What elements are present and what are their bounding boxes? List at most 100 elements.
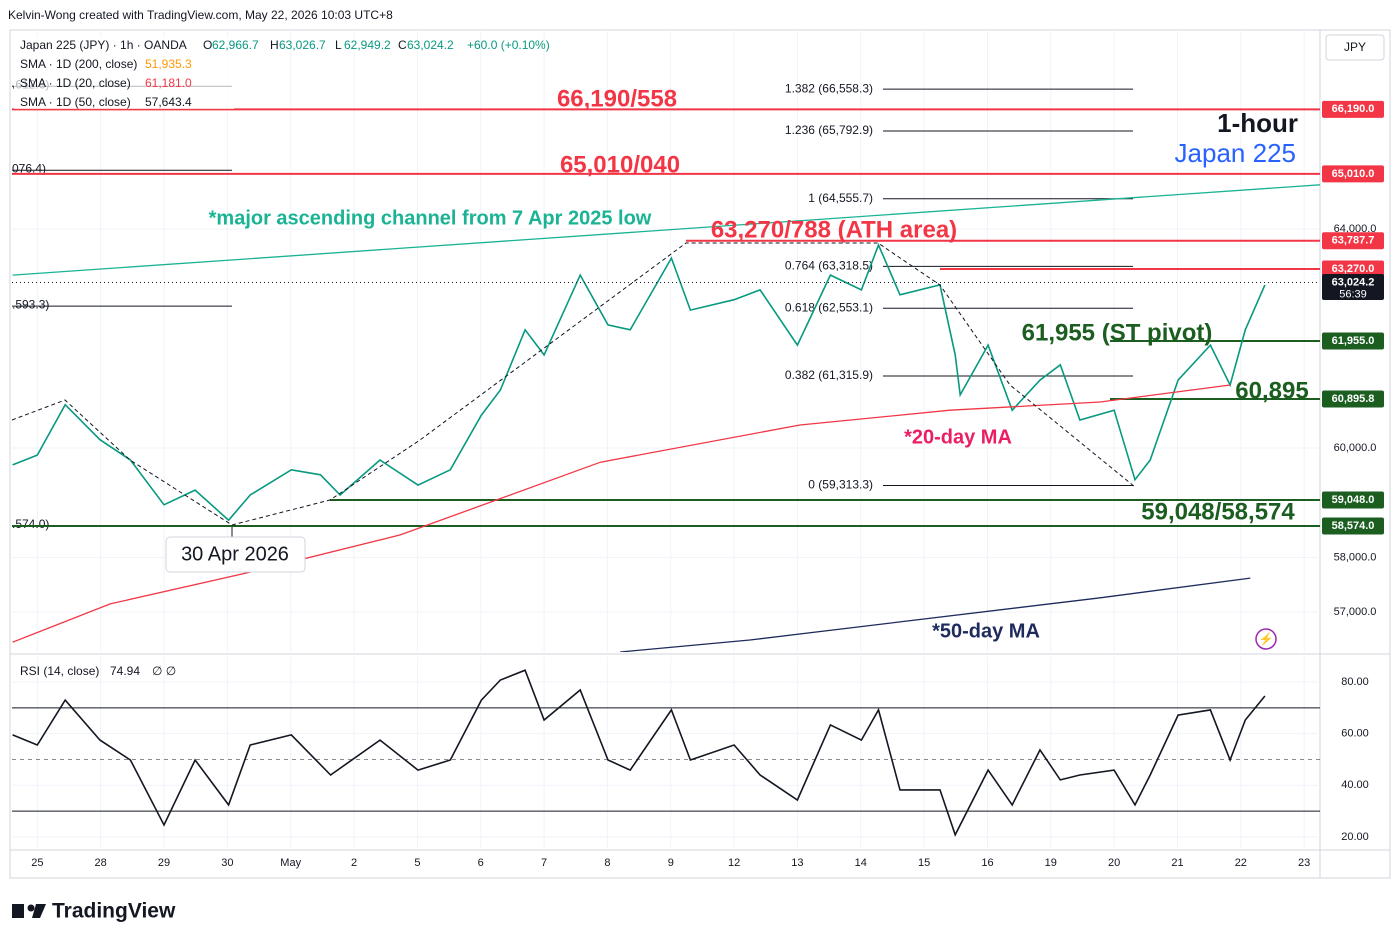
x-tick-label: 30 (221, 857, 233, 869)
price-tag (1322, 100, 1384, 118)
credit: Kelvin-Wong created with TradingView.com… (8, 8, 393, 22)
annotation: *50-day MA (932, 620, 1040, 642)
ohlc-key: H (270, 38, 279, 52)
sma-value: 51,935.3 (145, 57, 192, 71)
currency: JPY (1344, 40, 1366, 54)
sma-value: 61,181.0 (145, 76, 192, 90)
x-tick-label: 2 (351, 857, 357, 869)
ohlc-value: 63,024.2 (407, 38, 454, 52)
price-tag (1322, 165, 1384, 183)
legend-change: +60.0 (+0.10%) (467, 38, 550, 52)
annotation: 60,895 (1235, 377, 1308, 404)
x-tick-label: May (280, 857, 301, 869)
x-tick-label: 21 (1171, 857, 1183, 869)
x-tick-label: 29 (158, 857, 170, 869)
x-tick-label: 25 (31, 857, 43, 869)
zigzag-line (11, 242, 1136, 526)
ohlc-value: 62,949.2 (344, 38, 391, 52)
fib-label: 076.4) (12, 161, 46, 175)
sma-name: SMA · 1D (50, close) (20, 95, 131, 109)
y-tick-label: 60,000.0 (1334, 442, 1377, 454)
annotation: *major ascending channel from 7 Apr 2025… (209, 207, 652, 229)
annotation: 65,010/040 (560, 151, 680, 178)
logo-mark (32, 904, 46, 918)
annotation: 59,048/58,574 (1141, 498, 1295, 525)
y-tick-label: 60.00 (1341, 728, 1369, 740)
annotation: Japan 225 (1175, 138, 1296, 168)
sma-value: 57,643.4 (145, 95, 192, 109)
x-tick-label: 13 (791, 857, 803, 869)
price-tag-label: 65,010.0 (1332, 168, 1375, 180)
frame (9, 29, 1391, 879)
y-tick-label: 20.00 (1341, 831, 1369, 843)
price-tag-label: 58,574.0 (1332, 520, 1375, 532)
logo-text: TradingView (52, 900, 176, 923)
price-tag (1322, 260, 1384, 278)
x-tick-label: 28 (95, 857, 107, 869)
current-price-label: 63,024.2 (1332, 276, 1375, 288)
sma-name: SMA · 1D (200, close) (20, 57, 137, 71)
annotation: 63,270/788 (ATH area) (711, 216, 957, 243)
date-callout-box (165, 536, 306, 573)
fib-label: .593.3) (12, 297, 49, 311)
series-line (620, 577, 1251, 652)
annotation: 66,190/558 (557, 85, 677, 112)
x-tick-label: 22 (1235, 857, 1247, 869)
rsi-flags: ∅ ∅ (152, 664, 176, 678)
y-tick-label: 80.00 (1341, 676, 1369, 688)
price-tag-label: 63,270.0 (1332, 263, 1375, 275)
alert-icon[interactable] (1255, 628, 1277, 650)
x-tick-label: 23 (1298, 857, 1310, 869)
ohlc-key: L (335, 38, 342, 52)
currency-box[interactable] (1325, 34, 1385, 61)
series-line (12, 669, 1266, 837)
price-tag-label: 66,190.0 (1332, 103, 1375, 115)
series-line (12, 384, 1231, 643)
y-tick-label: 64,000.0 (1334, 223, 1377, 235)
countdown: 56:39 (1339, 288, 1367, 300)
x-tick-label: 7 (541, 857, 547, 869)
x-tick-label: 16 (981, 857, 993, 869)
rsi-title: RSI (14, close) (20, 664, 99, 678)
price-tag (1322, 332, 1384, 350)
x-tick-label: 9 (668, 857, 674, 869)
y-tick-label: 40.00 (1341, 779, 1369, 791)
price-tag-label: 60,895.8 (1332, 393, 1375, 405)
price-pane: 57,000.0 58,000.0 60,000.0 64,000.0 1.382 (6… (12, 30, 1384, 652)
annotation: *20-day MA (904, 426, 1012, 448)
fib-label: 0.382 (61,315.9) (785, 368, 873, 382)
annotation: 1-hour (1217, 108, 1298, 138)
x-tick-label: 20 (1108, 857, 1120, 869)
x-tick-label: 14 (855, 857, 867, 869)
ohlc-key: O (203, 38, 212, 52)
x-tick-label: 15 (918, 857, 930, 869)
annotation: 61,955 (ST pivot) (1022, 319, 1213, 346)
series-line (12, 184, 1320, 276)
legend: Japan 225 (JPY) · 1h · OANDA O 62,966.7 H 63… (14, 37, 550, 109)
price-tag-label: 59,048.0 (1332, 494, 1375, 506)
series-group (12, 669, 1266, 837)
date-callout: 30 Apr 2026 (181, 543, 289, 565)
price-tag (1322, 517, 1384, 535)
x-tick-label: 8 (604, 857, 610, 869)
logo: TradingView (12, 900, 176, 923)
series-line (12, 242, 1266, 522)
x-tick-label: 6 (478, 857, 484, 869)
fib-label: .574.0) (12, 517, 49, 531)
rsi-last: 74.94 (110, 664, 140, 678)
fib-label: 1.382 (66,558.3) (785, 81, 873, 95)
x-tick-label: 12 (728, 857, 740, 869)
price-tag (1322, 491, 1384, 509)
x-tick-label: 19 (1045, 857, 1057, 869)
zigzag (11, 242, 1136, 526)
fib-label: 1.236 (65,792.9) (785, 123, 873, 137)
fib-label: 0.618 (62,553.1) (785, 300, 873, 314)
price-tag (1322, 390, 1384, 408)
current-price-tag (1322, 274, 1384, 301)
fib-label: 0.764 (63,318.5) (785, 259, 873, 273)
series-group (12, 184, 1320, 652)
legend-symbol: Japan 225 (JPY) · 1h · OANDA (20, 38, 187, 52)
fib-label: 1 (64,555.7) (808, 191, 873, 205)
